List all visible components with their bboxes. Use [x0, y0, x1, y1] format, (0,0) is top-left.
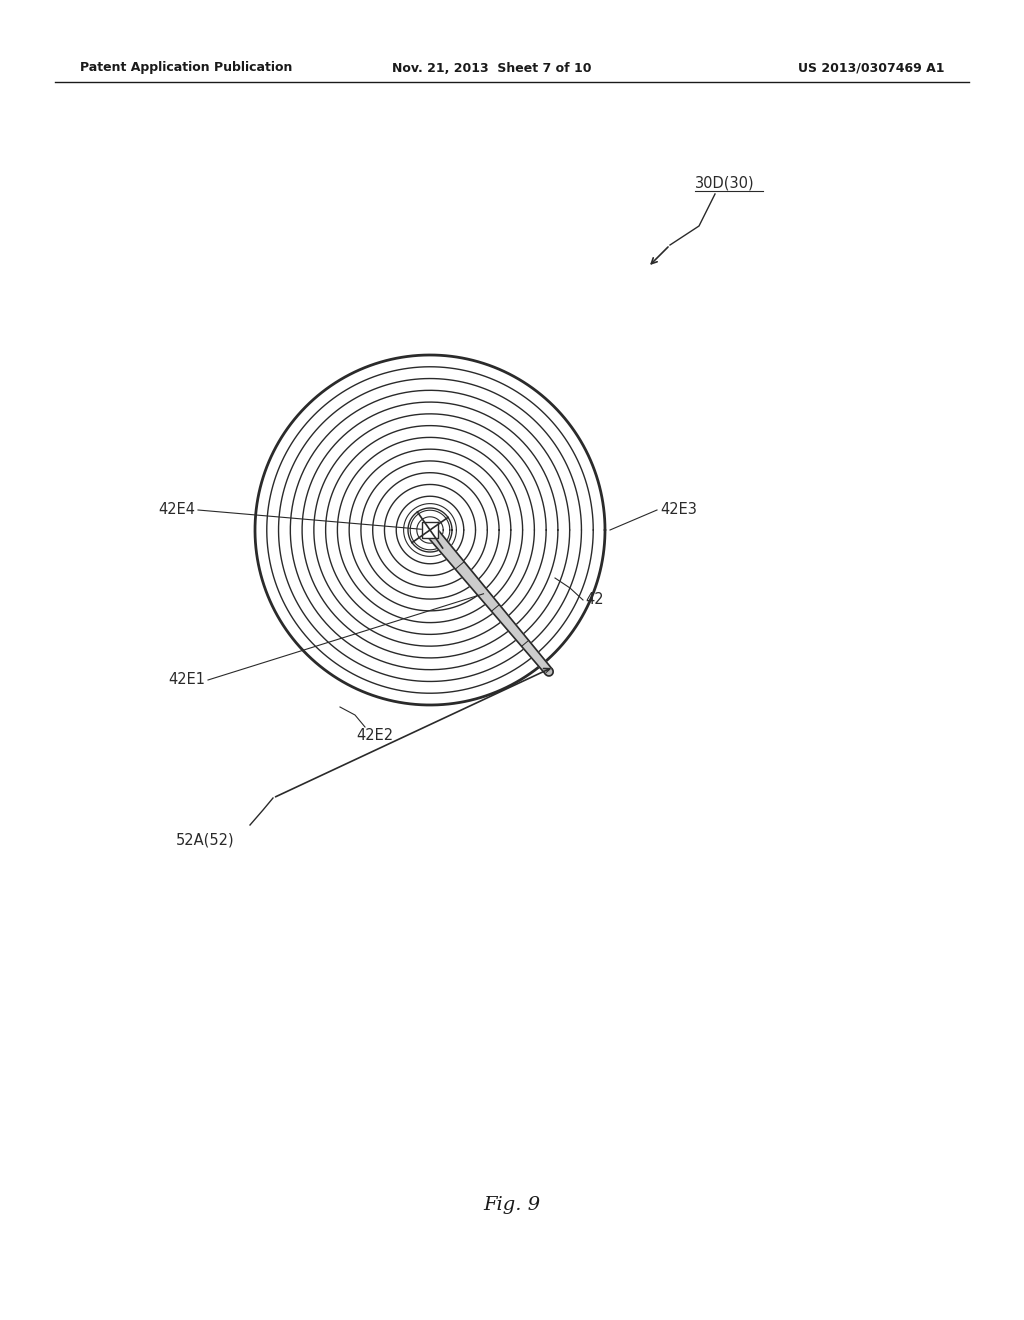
Text: US 2013/0307469 A1: US 2013/0307469 A1	[798, 62, 944, 74]
Text: Fig. 9: Fig. 9	[483, 1196, 541, 1214]
Text: 42E2: 42E2	[356, 727, 393, 742]
Text: 42E4: 42E4	[158, 503, 195, 517]
Text: 42E3: 42E3	[660, 503, 697, 517]
Polygon shape	[425, 525, 552, 675]
Text: 42E1: 42E1	[168, 672, 205, 688]
Text: 42: 42	[585, 593, 603, 607]
Text: 52A(52): 52A(52)	[176, 833, 234, 847]
Polygon shape	[546, 669, 553, 676]
Text: Patent Application Publication: Patent Application Publication	[80, 62, 293, 74]
Text: 30D(30): 30D(30)	[695, 176, 755, 190]
Text: Nov. 21, 2013  Sheet 7 of 10: Nov. 21, 2013 Sheet 7 of 10	[392, 62, 592, 74]
Polygon shape	[422, 521, 438, 539]
